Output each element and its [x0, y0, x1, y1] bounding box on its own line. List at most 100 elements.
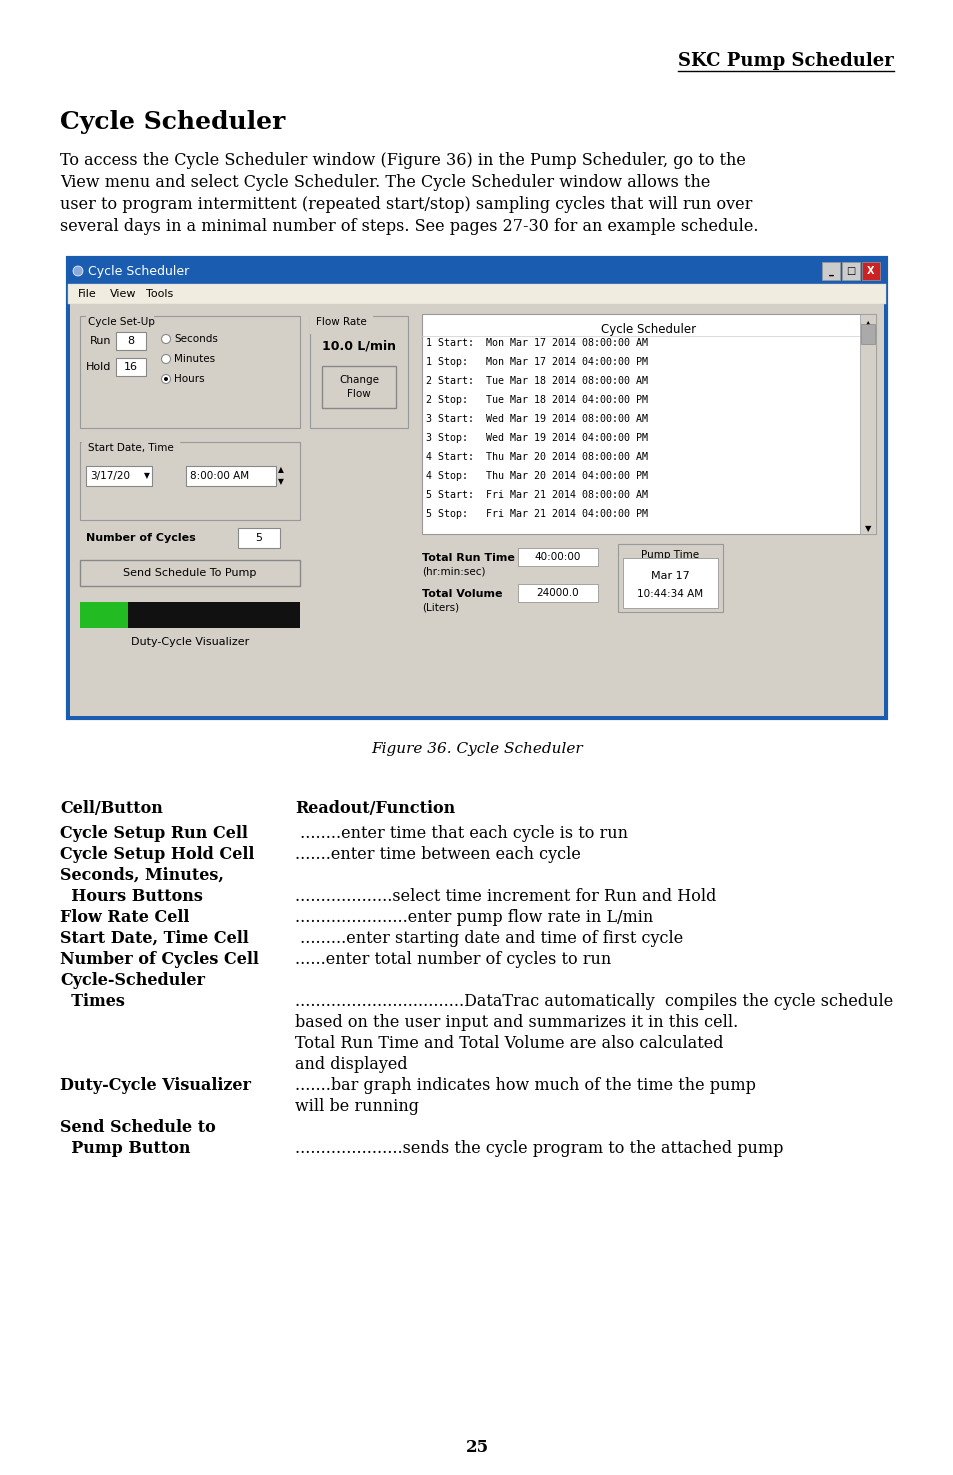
Text: Cycle Scheduler: Cycle Scheduler — [60, 111, 285, 134]
Text: ▼: ▼ — [277, 478, 284, 487]
Text: Hold: Hold — [86, 361, 112, 372]
Text: View menu and select Cycle Scheduler. The Cycle Scheduler window allows the: View menu and select Cycle Scheduler. Th… — [60, 174, 710, 190]
Text: ......................enter pump flow rate in L/min: ......................enter pump flow ra… — [294, 909, 653, 926]
Text: ▼: ▼ — [144, 472, 150, 481]
Text: Run: Run — [90, 336, 112, 347]
Text: Cycle Scheduler: Cycle Scheduler — [88, 264, 189, 277]
Text: Number of Cycles: Number of Cycles — [86, 532, 195, 543]
Text: Figure 36. Cycle Scheduler: Figure 36. Cycle Scheduler — [371, 742, 582, 757]
Text: .....................sends the cycle program to the attached pump: .....................sends the cycle pro… — [294, 1140, 782, 1156]
Bar — [618, 544, 722, 612]
Text: Cycle Scheduler: Cycle Scheduler — [600, 323, 696, 336]
Bar — [68, 258, 885, 718]
Text: 3/17/20: 3/17/20 — [90, 471, 130, 481]
Text: To access the Cycle Scheduler window (Figure 36) in the Pump Scheduler, go to th: To access the Cycle Scheduler window (Fi… — [60, 152, 745, 170]
Text: 4 Stop:   Thu Mar 20 2014 04:00:00 PM: 4 Stop: Thu Mar 20 2014 04:00:00 PM — [426, 471, 647, 481]
Text: □: □ — [845, 266, 855, 276]
Bar — [421, 314, 875, 534]
Text: Change
Flow: Change Flow — [338, 375, 378, 400]
Bar — [116, 358, 146, 376]
Text: Cycle Setup Run Cell: Cycle Setup Run Cell — [60, 825, 248, 842]
Text: Hours Buttons: Hours Buttons — [60, 888, 203, 906]
Text: 3 Start:  Wed Mar 19 2014 08:00:00 AM: 3 Start: Wed Mar 19 2014 08:00:00 AM — [426, 414, 647, 423]
Text: will be running: will be running — [294, 1097, 418, 1115]
Bar — [70, 304, 883, 715]
Text: Start Date, Time Cell: Start Date, Time Cell — [60, 931, 249, 947]
Text: user to program intermittent (repeated start/stop) sampling cycles that will run: user to program intermittent (repeated s… — [60, 196, 752, 212]
Text: View: View — [110, 289, 136, 299]
Text: 2 Stop:   Tue Mar 18 2014 04:00:00 PM: 2 Stop: Tue Mar 18 2014 04:00:00 PM — [426, 395, 647, 406]
Bar — [86, 311, 153, 322]
Bar — [861, 324, 874, 344]
Text: Pump Time: Pump Time — [640, 550, 699, 560]
Text: 1 Start:  Mon Mar 17 2014 08:00:00 AM: 1 Start: Mon Mar 17 2014 08:00:00 AM — [426, 338, 647, 348]
Text: Cycle-Scheduler: Cycle-Scheduler — [60, 972, 205, 990]
Text: Flow Rate Cell: Flow Rate Cell — [60, 909, 190, 926]
Bar — [322, 366, 395, 409]
Bar — [116, 332, 146, 350]
Text: Seconds: Seconds — [173, 333, 217, 344]
Text: X: X — [866, 266, 874, 276]
Text: ......enter total number of cycles to run: ......enter total number of cycles to ru… — [294, 951, 611, 968]
Circle shape — [161, 335, 171, 344]
Bar — [862, 263, 879, 280]
Text: Readout/Function: Readout/Function — [294, 799, 455, 817]
Text: 10:44:34 AM: 10:44:34 AM — [637, 589, 702, 599]
Bar — [80, 316, 299, 428]
Bar — [80, 560, 299, 586]
Text: 10.0 L/min: 10.0 L/min — [322, 339, 395, 353]
Text: Number of Cycles Cell: Number of Cycles Cell — [60, 951, 258, 968]
Text: Pump Button: Pump Button — [60, 1140, 191, 1156]
Text: 1 Stop:   Mon Mar 17 2014 04:00:00 PM: 1 Stop: Mon Mar 17 2014 04:00:00 PM — [426, 357, 647, 367]
Text: Total Run Time and Total Volume are also calculated: Total Run Time and Total Volume are also… — [294, 1035, 722, 1052]
Text: ▲: ▲ — [277, 466, 284, 475]
Text: Cell/Button: Cell/Button — [60, 799, 163, 817]
Text: Cycle Set-Up: Cycle Set-Up — [88, 317, 154, 327]
Text: 5 Stop:   Fri Mar 21 2014 04:00:00 PM: 5 Stop: Fri Mar 21 2014 04:00:00 PM — [426, 509, 647, 519]
Text: ...................select time increment for Run and Hold: ...................select time increment… — [294, 888, 716, 906]
Text: and displayed: and displayed — [294, 1056, 407, 1072]
Text: 2 Start:  Tue Mar 18 2014 08:00:00 AM: 2 Start: Tue Mar 18 2014 08:00:00 AM — [426, 376, 647, 386]
Text: 5: 5 — [255, 532, 262, 543]
Text: _: _ — [828, 266, 833, 276]
Text: .........enter starting date and time of first cycle: .........enter starting date and time of… — [294, 931, 682, 947]
Bar — [310, 316, 408, 428]
Text: 5 Start:  Fri Mar 21 2014 08:00:00 AM: 5 Start: Fri Mar 21 2014 08:00:00 AM — [426, 490, 647, 500]
Text: ▲: ▲ — [863, 320, 870, 329]
Text: Times: Times — [60, 993, 125, 1010]
Bar — [859, 314, 875, 534]
Bar — [80, 442, 299, 521]
Text: several days in a minimal number of steps. See pages 27-30 for an example schedu: several days in a minimal number of step… — [60, 218, 758, 235]
Text: Duty-Cycle Visualizer: Duty-Cycle Visualizer — [131, 637, 249, 648]
Bar — [622, 558, 718, 608]
Text: ........enter time that each cycle is to run: ........enter time that each cycle is to… — [294, 825, 627, 842]
Circle shape — [161, 354, 171, 363]
Bar — [237, 528, 280, 549]
Text: Mar 17: Mar 17 — [651, 571, 689, 581]
Bar — [517, 584, 598, 602]
Bar — [68, 258, 885, 285]
Text: 8:00:00 AM: 8:00:00 AM — [190, 471, 249, 481]
Text: Total Run Time: Total Run Time — [421, 553, 515, 563]
Bar — [186, 466, 275, 485]
Text: .......bar graph indicates how much of the time the pump: .......bar graph indicates how much of t… — [294, 1077, 755, 1094]
Text: 25: 25 — [465, 1440, 488, 1456]
Text: Send Schedule To Pump: Send Schedule To Pump — [123, 568, 256, 578]
Text: 24000.0: 24000.0 — [537, 589, 578, 597]
Bar — [128, 602, 299, 628]
Text: (hr:min:sec): (hr:min:sec) — [421, 566, 485, 577]
Bar — [68, 285, 885, 304]
Text: 40:00:00: 40:00:00 — [535, 552, 580, 562]
Text: SKC Pump Scheduler: SKC Pump Scheduler — [678, 52, 893, 69]
Bar — [86, 466, 152, 485]
Text: Duty-Cycle Visualizer: Duty-Cycle Visualizer — [60, 1077, 251, 1094]
Bar — [821, 263, 840, 280]
Text: Tools: Tools — [146, 289, 173, 299]
Text: 4 Start:  Thu Mar 20 2014 08:00:00 AM: 4 Start: Thu Mar 20 2014 08:00:00 AM — [426, 451, 647, 462]
Bar — [517, 549, 598, 566]
Text: Send Schedule to: Send Schedule to — [60, 1120, 215, 1136]
Bar — [841, 263, 859, 280]
Text: File: File — [78, 289, 96, 299]
Text: Minutes: Minutes — [173, 354, 214, 364]
Text: Total Volume: Total Volume — [421, 589, 502, 599]
